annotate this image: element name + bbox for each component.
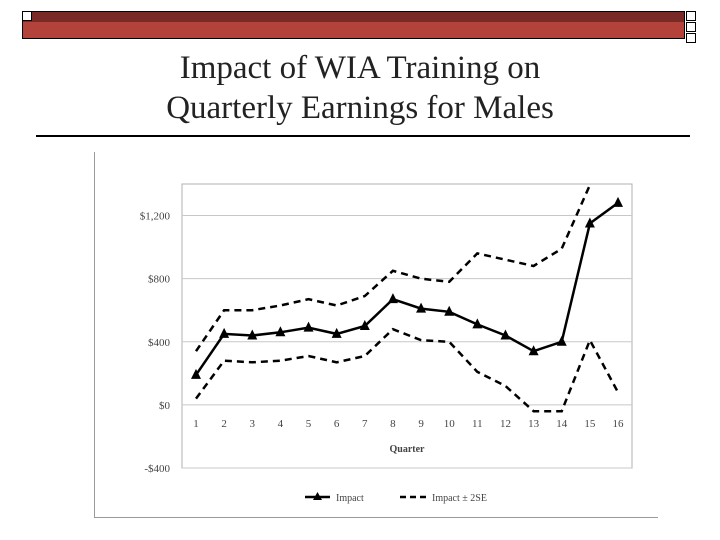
x-tick-label: 2 bbox=[221, 418, 227, 430]
impact-point bbox=[472, 318, 483, 329]
x-tick-label: 9 bbox=[418, 418, 424, 430]
title-divider bbox=[36, 135, 690, 137]
x-tick-label: 4 bbox=[278, 418, 284, 430]
x-tick-label: 11 bbox=[472, 418, 483, 430]
impact-point bbox=[444, 305, 455, 316]
x-tick-label: 1 bbox=[193, 418, 199, 430]
x-tick-label: 8 bbox=[390, 418, 396, 430]
y-tick-label: $400 bbox=[148, 337, 171, 349]
y-tick-label: -$400 bbox=[144, 463, 170, 475]
legend-band-label: Impact ± 2SE bbox=[432, 493, 487, 504]
x-axis-title: Quarter bbox=[390, 444, 426, 455]
bullet-square-right-1 bbox=[686, 11, 696, 21]
impact-point bbox=[331, 327, 342, 338]
x-tick-label: 12 bbox=[500, 418, 511, 430]
impact-point bbox=[303, 321, 314, 332]
chart-frame bbox=[94, 152, 658, 518]
bullet-square-right-3 bbox=[686, 33, 696, 43]
impact-point bbox=[416, 302, 427, 313]
lower-bound-line bbox=[194, 327, 620, 413]
impact-point bbox=[613, 196, 623, 207]
impact-point bbox=[556, 335, 567, 346]
slide-title-line-2: Quarterly Earnings for Males bbox=[166, 90, 554, 126]
impact-line bbox=[194, 201, 619, 376]
x-tick-label: 3 bbox=[250, 418, 256, 430]
y-tick-label: $0 bbox=[159, 400, 171, 412]
y-tick-label: $1,200 bbox=[140, 211, 171, 223]
impact-point bbox=[584, 217, 595, 228]
impact-point bbox=[275, 326, 286, 337]
x-tick-label: 7 bbox=[362, 418, 368, 430]
x-tick-label: 16 bbox=[613, 418, 625, 430]
x-tick-label: 14 bbox=[556, 418, 568, 430]
slide-title: Impact of WIA Training on Quarterly Earn… bbox=[60, 48, 660, 128]
y-tick-label: $800 bbox=[148, 274, 171, 286]
impact-point bbox=[191, 368, 201, 379]
slide-title-line-1: Impact of WIA Training on bbox=[179, 50, 541, 86]
impact-point bbox=[500, 329, 511, 340]
impact-point bbox=[359, 320, 370, 330]
x-tick-label: 15 bbox=[584, 418, 596, 430]
impact-point bbox=[219, 327, 230, 338]
upper-bound-line bbox=[194, 184, 592, 352]
legend-impact-marker bbox=[313, 492, 322, 500]
impact-point bbox=[528, 345, 539, 356]
legend-impact-label: Impact bbox=[336, 493, 364, 504]
header-bar bbox=[22, 11, 685, 39]
bullet-square-right-2 bbox=[686, 22, 696, 32]
x-tick-label: 5 bbox=[306, 418, 312, 430]
x-tick-label: 6 bbox=[334, 418, 340, 430]
impact-point bbox=[247, 329, 258, 340]
bullet-square-left bbox=[22, 11, 32, 21]
x-tick-label: 13 bbox=[528, 418, 540, 430]
x-tick-label: 10 bbox=[444, 418, 456, 430]
impact-point bbox=[387, 293, 398, 304]
